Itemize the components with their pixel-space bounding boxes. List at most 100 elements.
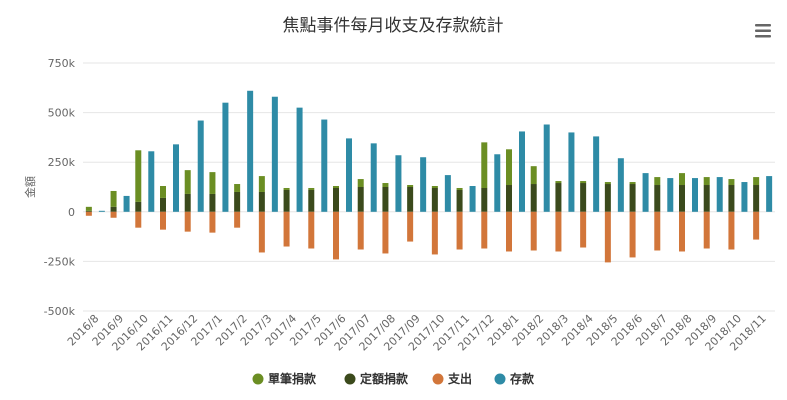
legend-marker <box>344 373 356 385</box>
bar-deposit <box>98 210 105 212</box>
legend-marker <box>252 373 264 385</box>
bars <box>85 90 773 263</box>
bar-fixed-donation <box>333 187 339 212</box>
bar-fixed-donation <box>753 185 760 212</box>
bar-deposit <box>346 138 352 212</box>
bar-deposit <box>173 144 179 212</box>
legend-item[interactable]: 支出 <box>432 371 473 386</box>
bar-single-donation <box>283 187 290 190</box>
bar-single-donation <box>604 182 611 185</box>
bar-deposit <box>444 175 451 212</box>
legend-item[interactable]: 定額捐款 <box>344 371 410 386</box>
hamburger-menu-icon[interactable] <box>755 24 771 38</box>
bar-deposit <box>741 182 748 212</box>
bar-single-donation <box>654 177 661 186</box>
bar-deposit <box>642 173 649 212</box>
bar-expense <box>135 211 142 228</box>
legend-label: 存款 <box>509 371 535 386</box>
legend-label: 定額捐款 <box>360 371 409 386</box>
bar-expense <box>753 211 760 240</box>
bar-single-donation <box>209 172 216 194</box>
bar-fixed-donation <box>135 201 142 212</box>
bar-expense <box>160 211 166 230</box>
legend-item[interactable]: 存款 <box>494 371 536 386</box>
bar-fixed-donation <box>209 193 216 212</box>
bar-single-donation <box>407 185 414 187</box>
bar-single-donation <box>333 186 339 188</box>
bar-expense <box>604 211 611 263</box>
y-tick-label: 0 <box>68 206 75 219</box>
bar-deposit <box>370 143 377 212</box>
bar-deposit <box>247 90 254 212</box>
bar-fixed-donation <box>431 187 438 212</box>
bar-fixed-donation <box>407 187 414 212</box>
bar-expense <box>679 211 685 252</box>
bar-deposit <box>692 178 698 212</box>
y-tick-label: -250k <box>44 255 76 268</box>
bar-single-donation <box>456 187 463 190</box>
bar-deposit <box>420 157 427 212</box>
bar-expense <box>85 211 92 216</box>
y-tick-label: 250k <box>48 156 76 169</box>
bar-fixed-donation <box>604 184 611 212</box>
bar-deposit <box>667 178 674 212</box>
bar-single-donation <box>753 177 760 186</box>
bar-deposit <box>148 151 155 212</box>
bar-expense <box>357 211 364 250</box>
bar-single-donation <box>135 150 142 202</box>
legend-item[interactable]: 單筆捐款 <box>252 371 318 386</box>
bar-deposit <box>321 119 328 212</box>
bar-single-donation <box>258 176 265 192</box>
bar-fixed-donation <box>728 185 735 212</box>
bar-expense <box>209 211 216 233</box>
bar-deposit <box>766 176 773 212</box>
y-axis-label: 金額 <box>23 176 37 198</box>
bar-fixed-donation <box>654 185 661 212</box>
bar-expense <box>728 211 735 250</box>
bar-expense <box>258 211 265 253</box>
bar-expense <box>382 211 389 254</box>
bar-fixed-donation <box>283 189 290 212</box>
bar-single-donation <box>481 142 488 188</box>
legend[interactable]: 單筆捐款 定額捐款 支出 存款 <box>252 371 536 386</box>
bar-deposit <box>222 102 229 212</box>
legend-label: 單筆捐款 <box>268 371 317 386</box>
bar-deposit <box>494 154 501 212</box>
bar-deposit <box>617 158 624 212</box>
bar-expense <box>234 211 241 228</box>
bar-fixed-donation <box>506 185 512 212</box>
legend-marker <box>432 373 444 385</box>
bar-deposit <box>123 195 130 212</box>
legend-label: 支出 <box>447 371 472 386</box>
bar-single-donation <box>629 182 636 185</box>
bar-expense <box>407 211 414 242</box>
y-axis-ticks: -500k -250k 0 250k 500k 750k <box>44 57 76 318</box>
legend-marker <box>494 373 506 385</box>
bar-fixed-donation <box>110 206 117 212</box>
y-tick-label: 750k <box>48 57 76 70</box>
bar-deposit <box>543 124 550 212</box>
bar-fixed-donation <box>456 189 463 212</box>
bar-single-donation <box>431 186 438 188</box>
bar-single-donation <box>110 190 117 207</box>
bar-single-donation <box>308 187 315 190</box>
bar-deposit <box>395 155 402 212</box>
bar-deposit <box>568 132 575 212</box>
bar-fixed-donation <box>382 187 389 212</box>
bar-expense <box>184 211 191 232</box>
bar-deposit <box>469 186 476 212</box>
bar-fixed-donation <box>703 185 710 212</box>
bar-single-donation <box>160 186 166 198</box>
bar-expense <box>580 211 587 248</box>
bar-single-donation <box>357 179 364 187</box>
bar-fixed-donation <box>481 187 488 212</box>
chart-title: 焦點事件每月收支及存款統計 <box>283 16 504 36</box>
bar-fixed-donation <box>580 183 587 212</box>
bar-fixed-donation <box>530 184 537 212</box>
bar-expense <box>308 211 315 249</box>
bar-single-donation <box>580 181 587 184</box>
bar-single-donation <box>555 181 562 184</box>
bar-deposit <box>296 107 303 212</box>
bar-fixed-donation <box>258 191 265 212</box>
